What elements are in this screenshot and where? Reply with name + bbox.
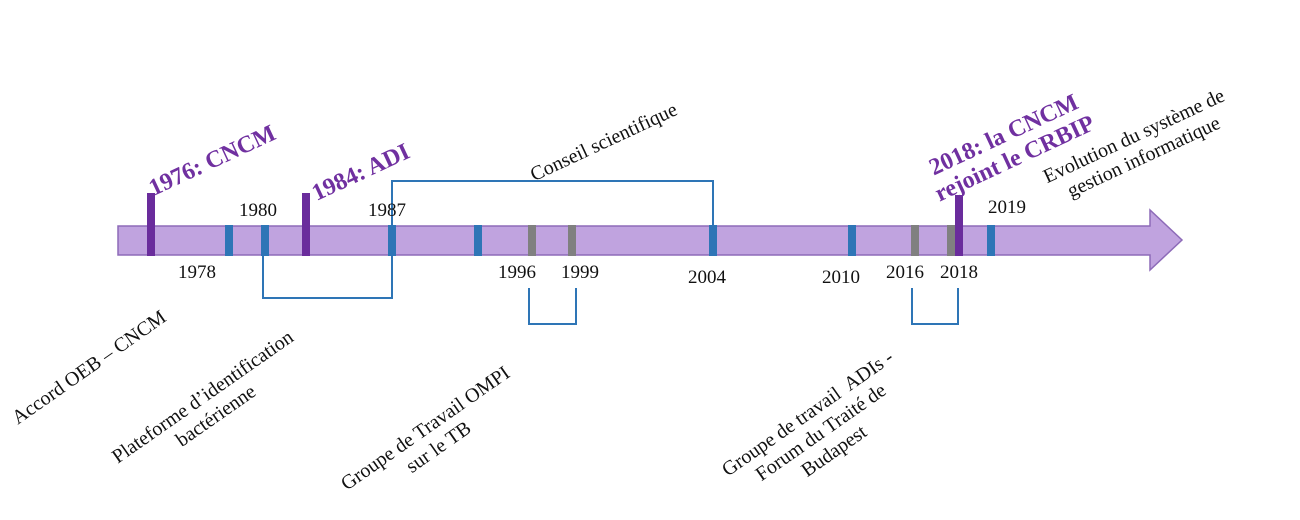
timeline-arrow <box>117 208 1184 272</box>
year-label-1980: 1980 <box>239 200 277 221</box>
tick-2019 <box>987 225 995 256</box>
bracket-ompi <box>528 288 577 325</box>
tick-1980 <box>261 225 269 256</box>
bracket-conseil <box>391 180 714 225</box>
bracket-adis <box>911 288 959 325</box>
tick-2018-gray <box>947 225 955 256</box>
year-label-2004: 2004 <box>688 267 726 288</box>
tick-1987 <box>388 225 396 256</box>
year-label-1996: 1996 <box>498 262 536 283</box>
year-label-2018: 2018 <box>940 262 978 283</box>
year-label-1999: 1999 <box>561 262 599 283</box>
tick-2018-purple <box>955 195 963 256</box>
tick-unlabeled <box>474 225 482 256</box>
tick-1999 <box>568 225 576 256</box>
year-label-1987: 1987 <box>368 200 406 221</box>
year-label-2010: 2010 <box>822 267 860 288</box>
tick-1996 <box>528 225 536 256</box>
tick-2016 <box>911 225 919 256</box>
tick-1976 <box>147 193 155 256</box>
year-label-2016: 2016 <box>886 262 924 283</box>
year-label-1978: 1978 <box>178 262 216 283</box>
tick-1984 <box>302 193 310 256</box>
tick-1978 <box>225 225 233 256</box>
year-label-2019: 2019 <box>988 197 1026 218</box>
tick-2010 <box>848 225 856 256</box>
tick-2004 <box>709 225 717 256</box>
bracket-plateforme <box>262 256 393 299</box>
